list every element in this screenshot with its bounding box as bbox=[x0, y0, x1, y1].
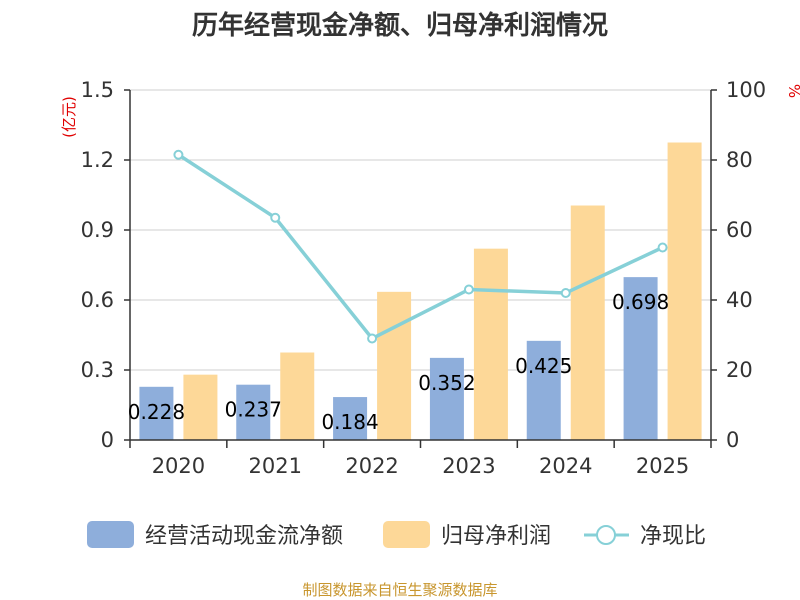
bar-cashflow bbox=[429, 357, 464, 440]
data-label-cashflow: 0.184 bbox=[321, 410, 378, 434]
bar-profit bbox=[570, 205, 605, 440]
legend-marker-ratio bbox=[596, 525, 616, 545]
left-axis-tick-label: 1.2 bbox=[81, 148, 114, 172]
data-labels: 0.228 0.237 0.184 0.352 0.425 0.698 bbox=[128, 290, 669, 434]
legend-label-cashflow: 经营活动现金流净额 bbox=[145, 524, 343, 549]
legend-label-profit: 归母净利润 bbox=[441, 524, 551, 549]
right-axis-unit: % bbox=[785, 84, 800, 98]
source-note: 制图数据来自恒生聚源数据库 bbox=[302, 581, 497, 599]
ratio-line-path bbox=[177, 153, 664, 341]
bar-cashflow bbox=[236, 384, 271, 440]
data-label-cashflow: 0.237 bbox=[225, 398, 282, 422]
ratio-point bbox=[367, 333, 378, 344]
x-axis-tick-label: 2022 bbox=[345, 454, 398, 478]
ratio-point bbox=[657, 242, 668, 253]
legend-swatch-cashflow bbox=[87, 521, 134, 548]
axes: 0 0.3 0.6 0.9 1.2 1.5 0 20 40 60 80 100 2020 2021 2022… bbox=[81, 78, 767, 478]
bar-profit bbox=[667, 142, 702, 440]
bar-cashflow bbox=[333, 397, 368, 440]
x-axis-tick-label: 2021 bbox=[249, 454, 302, 478]
ratio-point bbox=[270, 212, 281, 223]
right-axis-tick-label: 20 bbox=[726, 358, 753, 382]
ratio-point bbox=[463, 284, 474, 295]
x-axis-tick-label: 2024 bbox=[539, 454, 592, 478]
ratio-point bbox=[173, 149, 184, 160]
bar-profit bbox=[473, 248, 508, 440]
data-label-cashflow: 0.228 bbox=[128, 400, 185, 424]
x-axis-tick-label: 2020 bbox=[152, 454, 205, 478]
bar-profit bbox=[183, 374, 218, 440]
right-axis-tick-label: 100 bbox=[726, 78, 766, 102]
data-label-cashflow: 0.352 bbox=[418, 371, 475, 395]
left-axis-tick-label: 0.6 bbox=[81, 288, 114, 312]
ratio-line bbox=[173, 149, 668, 344]
legend-label-ratio: 净现比 bbox=[640, 524, 706, 549]
right-axis-tick-label: 40 bbox=[726, 288, 753, 312]
x-axis-tick-label: 2025 bbox=[636, 454, 689, 478]
bars bbox=[139, 142, 702, 440]
left-axis-tick-label: 0 bbox=[101, 428, 114, 452]
x-axis-tick-label: 2023 bbox=[442, 454, 495, 478]
right-axis-tick-label: 80 bbox=[726, 148, 753, 172]
left-axis-tick-label: 0.3 bbox=[81, 358, 114, 382]
left-axis-tick-label: 0.9 bbox=[81, 218, 114, 242]
data-label-cashflow: 0.425 bbox=[515, 354, 572, 378]
grid-lines bbox=[130, 89, 711, 371]
data-label-cashflow: 0.698 bbox=[612, 290, 669, 314]
chart-title: 历年经营现金净额、归母净利润情况 bbox=[192, 10, 608, 41]
bar-cashflow bbox=[526, 340, 561, 440]
right-axis-tick-label: 0 bbox=[726, 428, 739, 452]
left-axis-unit: (亿元) bbox=[60, 96, 78, 138]
legend: 经营活动现金流净额 归母净利润 净现比 bbox=[87, 521, 706, 549]
bar-profit bbox=[377, 291, 412, 440]
bar-cashflow bbox=[139, 386, 174, 440]
left-axis-tick-label: 1.5 bbox=[81, 78, 114, 102]
ratio-point bbox=[560, 288, 571, 298]
bar-cashflow bbox=[623, 277, 658, 440]
legend-swatch-profit bbox=[383, 521, 430, 548]
bar-profit bbox=[280, 352, 315, 440]
right-axis-tick-label: 60 bbox=[726, 218, 753, 242]
